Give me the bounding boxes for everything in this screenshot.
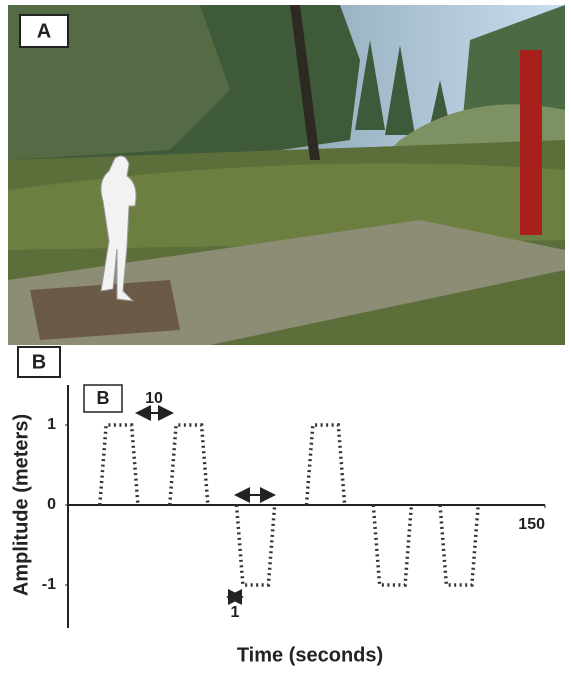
y-tick-label: 1 <box>47 416 56 433</box>
scene-image <box>8 5 565 345</box>
panel-label: A <box>37 20 51 42</box>
annotation: 10 <box>145 390 163 407</box>
panel-label: B <box>32 351 46 373</box>
x-tick-label: 150 <box>518 516 545 533</box>
annotation: 1 <box>231 604 240 621</box>
figure: A B B Amplitude (meters) Time (seconds) … <box>0 0 571 673</box>
y-axis-title: Amplitude (meters) <box>10 414 32 596</box>
x-axis-title: Time (seconds) <box>237 644 383 666</box>
y-tick-label: -1 <box>42 576 56 593</box>
y-tick-label: 0 <box>47 496 56 513</box>
panel-label: B <box>97 388 110 408</box>
